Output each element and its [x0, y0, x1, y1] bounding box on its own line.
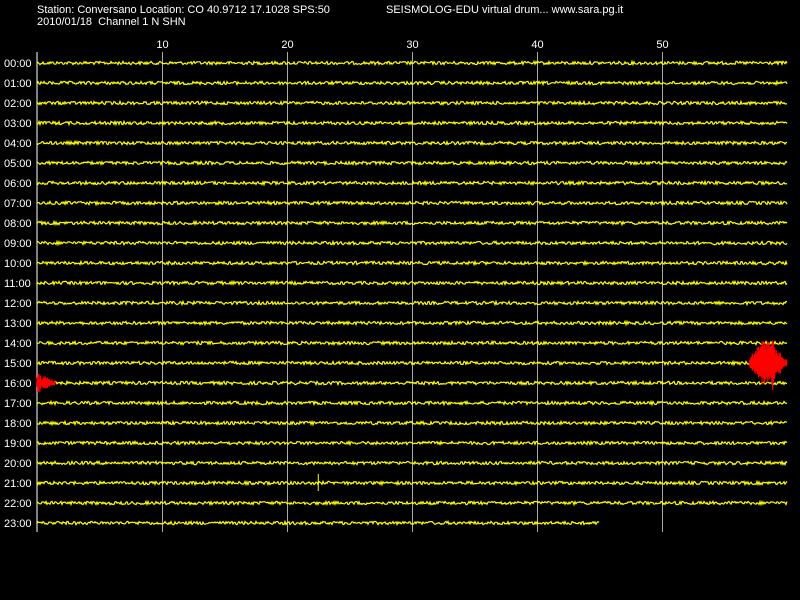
hour-trace — [36, 399, 788, 407]
hour-trace — [36, 419, 788, 427]
hour-label: 16:00 — [4, 378, 32, 390]
hour-label: 11:00 — [4, 278, 31, 290]
hour-label: 08:00 — [4, 218, 32, 230]
hour-label: 04:00 — [4, 138, 32, 150]
hour-label: 13:00 — [4, 318, 32, 330]
hour-label: 18:00 — [4, 418, 32, 430]
station-info-text: Station: Conversano Location: CO 40.9712… — [37, 4, 330, 16]
hour-trace — [36, 179, 788, 187]
hour-label: 02:00 — [4, 98, 32, 110]
hour-trace — [36, 279, 788, 287]
seismic-event-burst — [748, 340, 788, 390]
grid — [36, 52, 663, 532]
hour-trace — [36, 79, 788, 87]
hour-label: 15:00 — [4, 358, 32, 370]
minute-tick-label: 10 — [156, 39, 168, 51]
hour-label: 10:00 — [4, 258, 32, 270]
hour-label: 09:00 — [4, 238, 32, 250]
hour-trace — [36, 379, 788, 387]
hour-label: 17:00 — [4, 398, 32, 410]
labels: 10 20 30 40 50 00:00 01:00 02:00 03:00 04:00 05:00… — [4, 39, 669, 530]
hour-trace — [36, 59, 788, 67]
hour-trace — [36, 159, 788, 167]
trace-lines — [36, 59, 788, 527]
minute-tick-label: 50 — [656, 39, 668, 51]
hour-label: 23:00 — [4, 518, 32, 530]
hour-label: 20:00 — [4, 458, 32, 470]
hour-label: 06:00 — [4, 178, 32, 190]
hour-trace — [36, 99, 787, 107]
hour-label: 07:00 — [4, 198, 32, 210]
hour-trace — [36, 199, 788, 207]
app-title-text: SEISMOLOG-EDU virtual drum... www.sara.p… — [386, 4, 624, 16]
hour-trace — [36, 119, 788, 127]
hour-trace — [36, 259, 788, 267]
hour-label: 21:00 — [4, 478, 32, 490]
minute-tick-label: 30 — [406, 39, 418, 51]
hour-label: 12:00 — [4, 298, 32, 310]
hour-label: 14:00 — [4, 338, 32, 350]
hour-label: 01:00 — [4, 78, 32, 90]
hour-label: 05:00 — [4, 158, 32, 170]
hour-trace — [36, 319, 788, 327]
hour-trace — [36, 339, 788, 347]
hour-trace — [36, 439, 788, 447]
hour-trace — [36, 239, 788, 247]
hour-trace — [36, 479, 788, 487]
hour-trace — [36, 299, 788, 307]
hour-trace — [36, 519, 600, 527]
hour-label: 19:00 — [4, 438, 32, 450]
date-channel-text: 2010/01/18 Channel 1 N SHN — [37, 16, 186, 28]
hour-label: 22:00 — [4, 498, 32, 510]
hour-trace — [36, 139, 788, 147]
hour-trace — [36, 359, 788, 367]
hour-trace — [36, 459, 788, 467]
minute-tick-label: 20 — [281, 39, 293, 51]
hour-label: 03:00 — [4, 118, 32, 130]
hour-trace — [36, 499, 788, 507]
seismic-event-burst — [36, 373, 56, 393]
hour-label: 00:00 — [4, 58, 32, 70]
hour-trace — [36, 219, 788, 227]
minute-tick-label: 40 — [531, 39, 543, 51]
